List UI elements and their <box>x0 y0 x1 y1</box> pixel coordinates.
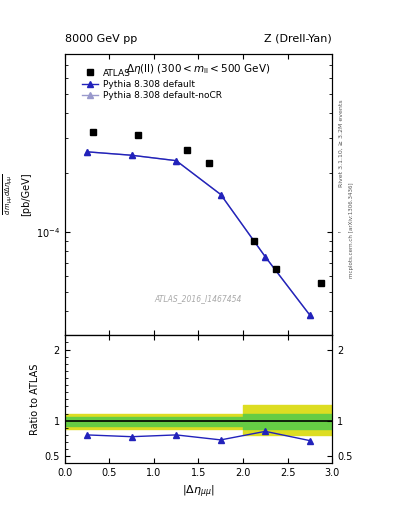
ATLAS <box>185 147 189 153</box>
Legend: ATLAS, Pythia 8.308 default, Pythia 8.308 default-noCR: ATLAS, Pythia 8.308 default, Pythia 8.30… <box>80 67 224 102</box>
Text: Z (Drell-Yan): Z (Drell-Yan) <box>264 33 332 44</box>
Pythia 8.308 default-noCR <box>263 254 268 260</box>
Pythia 8.308 default-noCR <box>174 158 178 164</box>
Line: ATLAS: ATLAS <box>90 129 324 287</box>
Pythia 8.308 default-noCR <box>307 312 312 318</box>
ATLAS <box>274 266 278 272</box>
Pythia 8.308 default-noCR <box>85 149 90 155</box>
Text: Rivet 3.1.10, ≥ 3.2M events: Rivet 3.1.10, ≥ 3.2M events <box>339 99 344 187</box>
Pythia 8.308 default-noCR <box>129 152 134 158</box>
ATLAS <box>91 129 96 135</box>
ATLAS <box>207 159 211 165</box>
Line: Pythia 8.308 default-noCR: Pythia 8.308 default-noCR <box>84 149 312 318</box>
X-axis label: $|\Delta\eta_{\mu\mu}|$: $|\Delta\eta_{\mu\mu}|$ <box>182 484 215 500</box>
Pythia 8.308 default <box>307 312 312 318</box>
Pythia 8.308 default <box>219 191 223 198</box>
ATLAS <box>318 280 323 286</box>
ATLAS <box>136 132 140 138</box>
Text: mcplots.cern.ch [arXiv:1306.3436]: mcplots.cern.ch [arXiv:1306.3436] <box>349 183 354 278</box>
ATLAS <box>252 238 256 244</box>
Line: Pythia 8.308 default: Pythia 8.308 default <box>84 149 312 318</box>
Y-axis label: $\frac{d^2\sigma}{d\,m_{\mu\mu}\,d\Delta\eta_{\mu\mu}}$
[pb/GeV]: $\frac{d^2\sigma}{d\,m_{\mu\mu}\,d\Delta… <box>0 173 31 217</box>
Pythia 8.308 default-noCR <box>219 191 223 198</box>
Pythia 8.308 default <box>174 158 178 164</box>
Pythia 8.308 default <box>263 254 268 260</box>
Text: ATLAS_2016_I1467454: ATLAS_2016_I1467454 <box>155 294 242 303</box>
Text: $\Delta\eta(\mathrm{ll})\ (300 < m_{\mathrm{ll}} < 500\ \mathrm{GeV})$: $\Delta\eta(\mathrm{ll})\ (300 < m_{\mat… <box>126 62 271 76</box>
Pythia 8.308 default <box>129 152 134 158</box>
Y-axis label: Ratio to ATLAS: Ratio to ATLAS <box>30 364 40 435</box>
Text: 8000 GeV pp: 8000 GeV pp <box>65 33 137 44</box>
Pythia 8.308 default <box>85 149 90 155</box>
